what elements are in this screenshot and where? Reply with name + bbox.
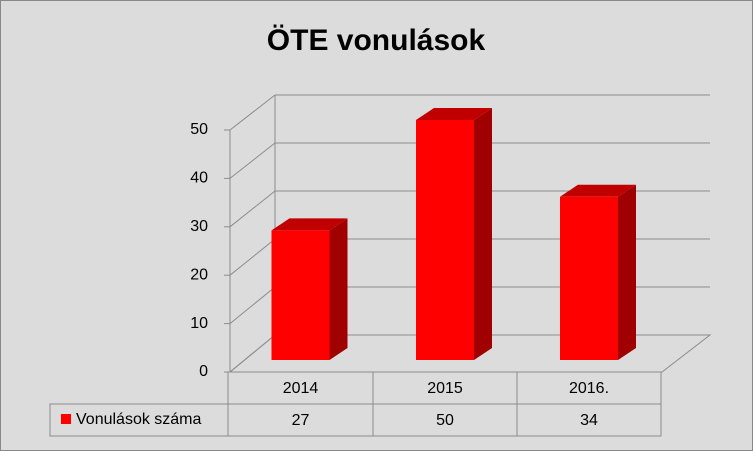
y-tick-label: 20	[190, 266, 208, 283]
bar	[271, 230, 330, 360]
x-tick-label: 2014	[283, 380, 319, 397]
legend-swatch	[61, 414, 71, 424]
y-tick-label: 50	[190, 121, 208, 138]
bar-top	[416, 108, 492, 120]
x-tick-label: 2015	[427, 380, 463, 397]
table-value: 27	[292, 412, 310, 429]
grid-line	[229, 94, 276, 131]
grid-line	[229, 190, 276, 228]
grid-line	[229, 142, 276, 179]
y-tick-label: 0	[199, 363, 208, 380]
y-tick-label: 40	[190, 170, 208, 187]
bar-top	[560, 184, 636, 197]
y-tick-label: 10	[190, 315, 208, 332]
grid-line	[229, 286, 276, 324]
bar-side	[618, 184, 636, 360]
table-value: 34	[580, 412, 598, 429]
y-tick-label: 30	[190, 218, 208, 235]
bar	[416, 120, 474, 360]
bar	[560, 196, 618, 360]
grid-line	[229, 334, 276, 373]
x-tick-label: 2016.	[569, 380, 609, 397]
table-value: 50	[436, 412, 454, 429]
legend-label: Vonulások száma	[76, 411, 202, 428]
chart-title: ÖTE vonulások	[267, 24, 486, 57]
grid-line	[229, 238, 276, 276]
bar-side	[329, 218, 348, 360]
bar-top	[271, 218, 348, 231]
bar-side	[474, 108, 492, 360]
